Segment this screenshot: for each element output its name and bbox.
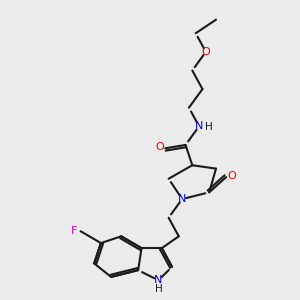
Text: O: O bbox=[227, 171, 236, 181]
Text: O: O bbox=[202, 47, 210, 57]
Text: N: N bbox=[195, 121, 203, 131]
Text: F: F bbox=[71, 226, 78, 236]
Text: H: H bbox=[154, 284, 162, 294]
Text: N: N bbox=[154, 275, 163, 285]
Text: O: O bbox=[155, 142, 164, 152]
Text: H: H bbox=[205, 122, 212, 132]
Text: N: N bbox=[178, 194, 186, 204]
